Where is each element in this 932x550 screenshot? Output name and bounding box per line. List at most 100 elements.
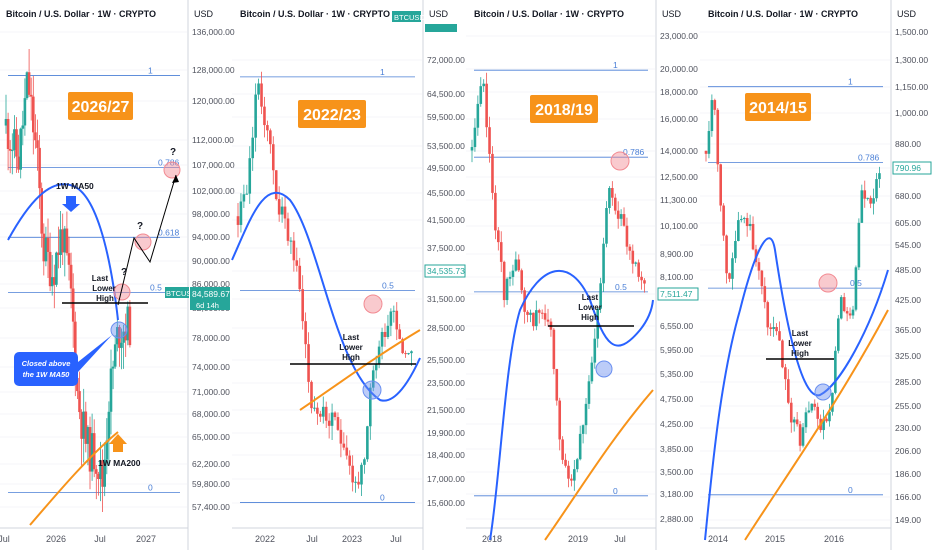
candle-body [825,418,828,422]
candle-body [21,125,25,129]
candle-body [69,264,73,289]
ma50-touch-marker [110,321,128,339]
candle-body [292,240,296,261]
candle-body [537,310,541,313]
target-marker [134,233,152,251]
fib-label: 0 [148,483,153,493]
fib-label: 1 [848,77,853,87]
candle-body [801,427,805,446]
price-tag [892,161,932,175]
candle-body [124,331,127,341]
candle-body [321,406,325,417]
candle-body [351,465,354,483]
lower-high-label: Last [92,274,109,283]
y-tick-label: 72,000.00 [427,55,465,65]
candle-body [248,158,252,194]
candle-body [561,439,564,460]
y-tick-label: 545.00 [895,240,921,250]
candle-body [63,228,67,253]
y-tick-label: 28,500.00 [427,323,465,333]
lower-high-label: High [96,294,114,303]
candle-body [731,258,734,279]
candle-body [745,217,749,227]
fib-label: 0 [380,493,385,503]
candle-body [831,392,834,412]
period-badge [530,95,598,123]
y-tick-label: 166.00 [895,492,921,502]
candle-body [543,313,547,320]
y-tick-label: 605.00 [895,218,921,228]
y-tick-label: 25,500.00 [427,355,465,365]
candle-body [763,286,767,303]
candle-body [65,228,69,254]
candle-body [526,311,529,315]
fib-label: 1 [613,60,618,70]
candle-body [558,400,562,440]
candle-body [109,368,113,412]
candle-body [628,246,632,251]
callout-pointer [78,335,112,372]
y-tick-label: 4,750.00 [660,394,693,404]
candle-body [488,127,491,154]
lower-high-label: Lower [788,339,812,348]
candle-body [842,297,846,312]
y-tick-label: 68,000.00 [192,409,230,419]
y-tick-label: 14,000.00 [660,146,698,156]
y-tick-label: 74,000.00 [192,362,230,372]
candle-body [330,412,334,426]
ticker-tag-label: BTCUSD [394,13,425,22]
y-tick-label: 19,900.00 [427,428,465,438]
candle-body [357,481,360,485]
candle-body [386,325,390,338]
x-tick-label: 2016 [824,534,844,544]
candle-body [875,179,878,199]
candle-body [126,306,130,341]
candle-body [590,362,594,382]
x-tick-label: Jul [94,534,106,544]
fib-label: 0.5 [150,283,162,293]
lower-high-label: Lower [339,343,363,352]
candle-body [59,229,62,255]
y-tick-label: 112,000.00 [192,135,234,145]
y-tick-label: 6,550.00 [660,321,693,331]
y-tick-label: 1,150.00 [895,82,928,92]
candle-body [107,411,111,441]
y-tick-label: 128,000.00 [192,65,235,75]
ticker-tag [165,287,189,298]
candle-body [113,344,117,367]
candle-body [251,137,254,159]
candle-body [120,342,123,348]
currency-label: USD [194,9,214,19]
candle-body [260,83,263,107]
candle-body [760,270,764,287]
candle-body [15,129,18,157]
candle-body [280,206,284,215]
candle-body [392,310,396,312]
candle-body [622,214,626,226]
candle-body [739,219,743,221]
candle-body [360,464,363,485]
x-tick-label: Jul [306,534,318,544]
candle-body [339,429,343,444]
candle-body [111,366,115,369]
candle-body [470,147,474,151]
candle-body [634,262,638,264]
candle-body [599,283,602,309]
y-tick-label: 45,500.00 [427,188,465,198]
candle-body [307,344,310,382]
ma50-touch-marker [595,360,613,378]
lower-high-label: High [791,349,809,358]
candle-body [333,412,337,418]
candle-body [263,106,266,126]
candle-body [316,407,319,414]
candle-body [813,403,817,407]
candle-body [479,86,483,104]
candle-body [92,433,96,470]
y-tick-label: 230.00 [895,423,921,433]
y-tick-label: 680.00 [895,191,921,201]
candle-body [502,261,506,301]
chart-title: Bitcoin / U.S. Dollar · 1W · CRYPTO [6,9,156,19]
candle-body [804,412,808,428]
panel-1 [0,0,189,550]
candle-body [613,197,617,211]
